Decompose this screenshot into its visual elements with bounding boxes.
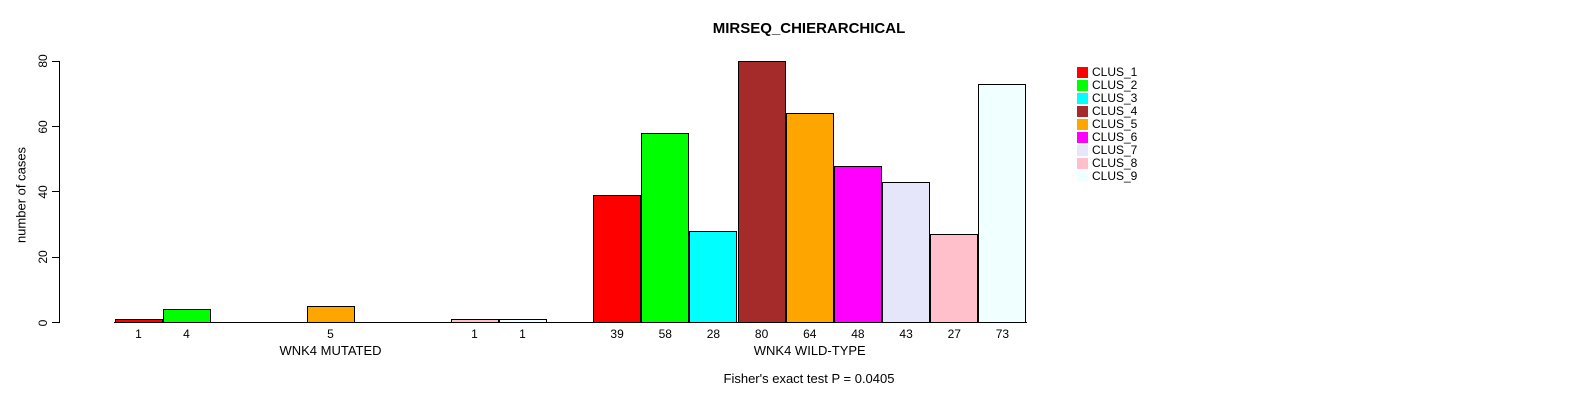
legend-label: CLUS_6: [1092, 129, 1138, 144]
bar-value-label: 5: [327, 327, 334, 341]
bar-value-label: 43: [899, 327, 913, 341]
legend-label: CLUS_8: [1092, 155, 1138, 170]
legend-item-clus_9: CLUS_9: [1077, 168, 1138, 183]
bar-value-label: 80: [754, 327, 769, 341]
chart-title: MIRSEQ_CHIERARCHICAL: [712, 20, 906, 37]
y-axis-label: number of cases: [13, 146, 29, 244]
bar-clus_8-group1: [450, 319, 499, 324]
bar-clus_6-group2: [833, 165, 882, 324]
legend-swatch-clus_9: [1077, 170, 1088, 182]
legend-item-clus_1: CLUS_1: [1077, 64, 1138, 79]
legend-swatch-clus_3: [1077, 92, 1088, 104]
legend-item-clus_4: CLUS_4: [1077, 103, 1138, 118]
bar-value-label: 48: [851, 327, 865, 341]
legend-item-clus_6: CLUS_6: [1077, 129, 1138, 144]
bar-clus_3-group2: [689, 231, 738, 324]
y-tick-label: 60: [36, 119, 50, 134]
legend-label: CLUS_1: [1092, 64, 1138, 79]
legend-label: CLUS_7: [1092, 142, 1138, 157]
y-tick-label: 0: [36, 319, 50, 326]
bar-clus_9-group1: [498, 319, 547, 324]
bar-value-label: 39: [610, 327, 624, 341]
bar-value-label: 64: [803, 327, 817, 341]
bar-value-label: 1: [471, 327, 478, 341]
bar-clus_8-group2: [930, 234, 979, 324]
bar-clus_5-group1: [306, 306, 355, 324]
y-tick-label: 40: [36, 185, 50, 199]
group-label-1: WNK4 MUTATED: [279, 343, 382, 358]
annotation-text: Fisher's exact test P = 0.0405: [723, 371, 895, 386]
legend-item-clus_5: CLUS_5: [1077, 116, 1138, 131]
legend-swatch-clus_8: [1077, 157, 1088, 169]
legend-item-clus_2: CLUS_2: [1077, 77, 1138, 92]
legend-item-clus_3: CLUS_3: [1077, 90, 1138, 105]
bar-clus_1-group1: [114, 319, 163, 324]
legend-label: CLUS_5: [1092, 116, 1138, 131]
bar-value-label: 1: [135, 327, 142, 341]
legend-label: CLUS_2: [1092, 77, 1138, 92]
y-tick: [52, 60, 59, 62]
legend-swatch-clus_1: [1077, 66, 1088, 78]
legend-label: CLUS_3: [1092, 90, 1138, 105]
bar-clus_2-group1: [162, 309, 211, 324]
legend-item-clus_7: CLUS_7: [1077, 142, 1138, 157]
bar-clus_5-group2: [785, 113, 834, 324]
bar-value-label: 73: [995, 327, 1010, 341]
bar-value-label: 28: [706, 327, 721, 341]
y-tick: [52, 322, 59, 323]
y-tick: [52, 126, 59, 128]
bar-clus_2-group2: [641, 133, 690, 324]
bar-value-label: 4: [183, 327, 190, 341]
bar-value-label: 1: [519, 327, 526, 341]
legend-item-clus_8: CLUS_8: [1077, 155, 1138, 170]
legend-swatch-clus_4: [1077, 105, 1088, 117]
y-tick-label: 20: [36, 250, 50, 264]
legend-swatch-clus_5: [1077, 118, 1088, 130]
legend-label: CLUS_9: [1092, 168, 1138, 183]
bar-clus_9-group2: [978, 84, 1027, 324]
bar-clus_4-group2: [737, 61, 786, 324]
y-tick-label: 80: [36, 54, 50, 68]
bar-clus_1-group2: [593, 195, 642, 324]
y-tick: [52, 256, 59, 258]
bar-clus_7-group2: [882, 182, 931, 324]
legend-label: CLUS_4: [1092, 103, 1138, 118]
group-label-2: WNK4 WILD-TYPE: [753, 343, 866, 358]
y-tick: [52, 191, 59, 193]
bar-value-label: 27: [947, 327, 961, 341]
bar-value-label: 58: [658, 327, 672, 341]
y-axis-line: [59, 61, 60, 323]
legend-swatch-clus_7: [1077, 144, 1088, 156]
x-axis-line: [114, 322, 1027, 323]
legend-swatch-clus_6: [1077, 131, 1088, 143]
legend-swatch-clus_2: [1077, 79, 1088, 91]
